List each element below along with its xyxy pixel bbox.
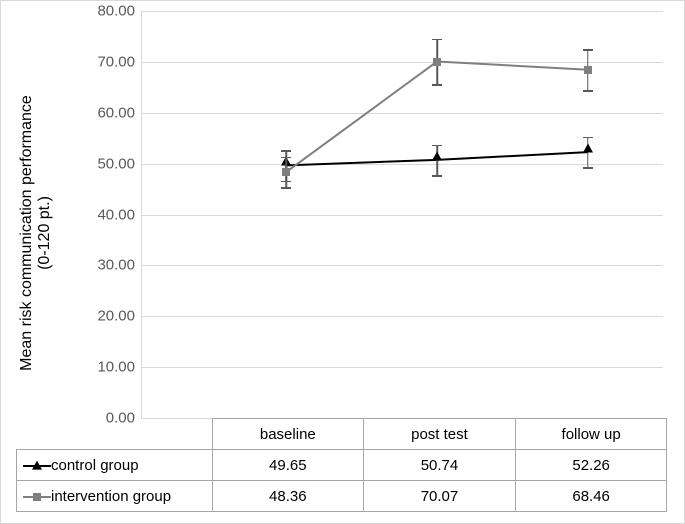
- data-table: baselinepost testfollow up control group 4…: [16, 418, 667, 512]
- data-cell: 49.65: [212, 450, 364, 481]
- y-tick-label: 20.00: [97, 308, 141, 325]
- y-tick-label: 60.00: [97, 104, 141, 121]
- y-tick-label: 50.00: [97, 155, 141, 172]
- series-name: intervention group: [51, 488, 171, 505]
- y-tick-label: 30.00: [97, 257, 141, 274]
- category-header: baseline: [212, 419, 364, 450]
- y-tick-label: 40.00: [97, 206, 141, 223]
- error-cap: [583, 90, 593, 92]
- chart-container: 0.0010.0020.0030.0040.0050.0060.0070.008…: [0, 0, 685, 524]
- table-row: intervention group 48.3670.0768.46: [17, 481, 667, 512]
- data-cell: 52.26: [515, 450, 667, 481]
- table-row: control group 49.6550.7452.26: [17, 450, 667, 481]
- table-row: baselinepost testfollow up: [17, 419, 667, 450]
- data-cell: 68.46: [515, 481, 667, 512]
- error-cap: [281, 157, 291, 159]
- error-cap: [583, 49, 593, 51]
- series-row-header: control group: [17, 450, 213, 481]
- y-axis-title: Mean risk communication performance (0-1…: [18, 43, 54, 423]
- data-marker: [282, 168, 290, 176]
- y-tick-label: 10.00: [97, 359, 141, 376]
- plot-area: 0.0010.0020.0030.0040.0050.0060.0070.008…: [141, 11, 663, 418]
- category-header: follow up: [515, 419, 667, 450]
- data-cell: 50.74: [364, 450, 516, 481]
- error-cap: [281, 187, 291, 189]
- y-tick-label: 70.00: [97, 53, 141, 70]
- data-cell: 70.07: [364, 481, 516, 512]
- data-marker: [584, 66, 592, 74]
- error-cap: [432, 39, 442, 41]
- table-cell-blank: [17, 419, 213, 450]
- series-name: control group: [51, 457, 139, 474]
- category-header: post test: [364, 419, 516, 450]
- data-cell: 48.36: [212, 481, 364, 512]
- series-row-header: intervention group: [17, 481, 213, 512]
- y-tick-label: 80.00: [97, 3, 141, 20]
- error-cap: [432, 84, 442, 86]
- data-marker: [433, 58, 441, 66]
- legend-marker: [23, 491, 51, 503]
- legend-marker: [23, 460, 51, 472]
